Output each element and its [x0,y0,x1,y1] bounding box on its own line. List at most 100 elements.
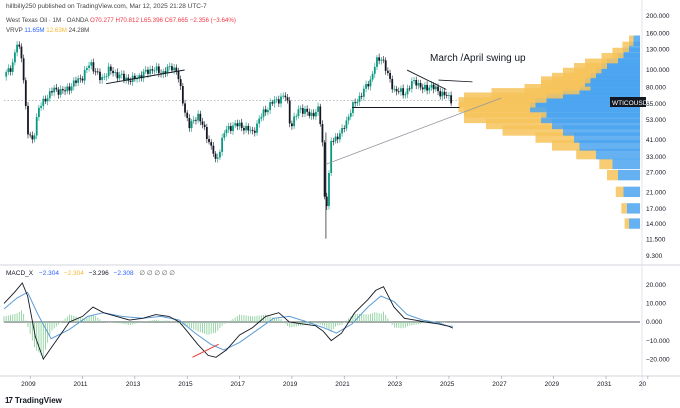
candle-body [232,125,234,131]
tradingview-logo[interactable]: 17 TradingView [5,396,62,405]
macd-line [3,282,454,361]
grid [0,0,680,390]
candle-body [273,99,276,104]
candle-body [258,118,261,124]
macd-pane[interactable]: 20.000 10.000 0.000 −10.000 −20.000 [3,282,670,363]
vrvp-down-value: 12.63M [46,27,67,34]
candle-body [443,91,446,96]
candle-body [11,62,14,72]
candle-body [275,99,278,101]
candle-body [413,80,415,82]
candle-body [415,80,418,86]
vp-bar-down [615,186,624,198]
time-tick-label: 2023 [388,381,403,388]
candle-body [24,80,27,106]
candle-body [35,117,38,136]
candle-body [349,112,352,117]
candle-body [297,109,300,117]
candle-body [408,88,411,90]
candle-body [162,71,165,75]
candle-body [358,95,361,102]
candle-body [205,126,208,140]
trendline-2020-support [325,97,502,165]
vp-bar-up [596,148,640,160]
macd-legend-symbols: ∅ ∅ ∅ ∅ ∅ [139,270,175,277]
vp-bar-up [629,41,640,53]
candle-body [445,95,448,96]
vp-bar-down [601,52,618,64]
time-tick-label: 2009 [21,381,36,388]
candle-body [450,95,453,104]
candle-body [20,46,23,59]
vrvp-up-value: 11.65M [24,27,45,34]
candle-body [77,78,80,83]
candle-body [212,145,215,154]
trendline-drawings[interactable] [105,69,502,165]
candle-body [210,142,213,146]
candle-body [251,129,254,131]
signal-line [3,291,453,351]
annotation-text[interactable]: March /April swing up [430,53,526,64]
arrow-line [438,79,473,83]
candle-body [341,128,343,134]
candle-body [105,76,108,77]
candle-body [188,117,191,129]
candle-body [55,87,58,90]
price-tag-box [610,97,646,107]
candle-body [247,125,250,131]
candle-body [31,135,34,140]
price-tick-label: 41.000 [646,137,666,144]
candle-body [64,90,66,92]
vp-bar-down [552,140,580,151]
symbol-legend[interactable]: West Texas Oil · 1M · OANDA O70.277 H70.… [6,17,236,24]
candle-body [243,127,245,131]
candle-body [424,84,426,90]
candle-body [256,123,258,133]
macd-legend-label: MACD_X [6,270,34,277]
price-tick-label: 200.000 [646,13,670,20]
vp-bar-up [546,107,640,118]
candle-body [304,108,306,114]
candle-body [314,111,317,117]
candle-body [129,80,132,82]
time-tick-label: 2021 [335,381,350,388]
candle-body [282,95,285,97]
candle-body [245,125,247,131]
macd-legend[interactable]: MACD_X −2.304 −2.304 −3.296 −2.308 ∅ ∅ ∅… [6,270,175,277]
macd-legend-v4: −2.308 [114,270,134,277]
candle-body [389,72,391,79]
macd-red-trendline [192,343,219,358]
candle-body [345,120,348,129]
candle-body [197,113,200,121]
candle-body [280,96,282,104]
candle-body [291,123,293,127]
candle-body [369,79,372,87]
candle-body [61,89,64,91]
candle-body [434,86,437,90]
candle-body [371,73,374,80]
candle-body [140,75,143,79]
price-axis[interactable]: 200.000 160.000 130.000 100.000 80.000 65.000… [646,13,670,260]
symbol-name: West Texas Oil · 1M · OANDA [6,17,89,24]
candle-body [164,71,167,74]
candle-body [190,121,193,129]
time-axis[interactable]: 2009 2011 2013 2015 2017 2019 2021 2023 2025 2027… [21,376,649,388]
vp-bar-up [618,169,640,181]
candle-body [417,83,420,86]
candle-body [382,59,385,61]
candle-body [101,77,104,81]
candle-body [236,123,239,127]
vrvp-legend[interactable]: VRVP 11.65M 12.63M 24.28M [6,27,89,34]
price-tick-label: 130.000 [646,47,670,54]
price-tick-label: 27.000 [646,170,666,177]
candle-body [59,89,62,95]
candle-body [432,84,435,90]
price-tick-label: 17.000 [646,206,666,213]
candle-body [186,112,189,118]
candle-body [116,72,119,79]
time-tick-label: 2015 [178,381,193,388]
candle-body [92,62,95,72]
vp-bar-down [576,148,596,160]
candle-body [448,95,450,97]
